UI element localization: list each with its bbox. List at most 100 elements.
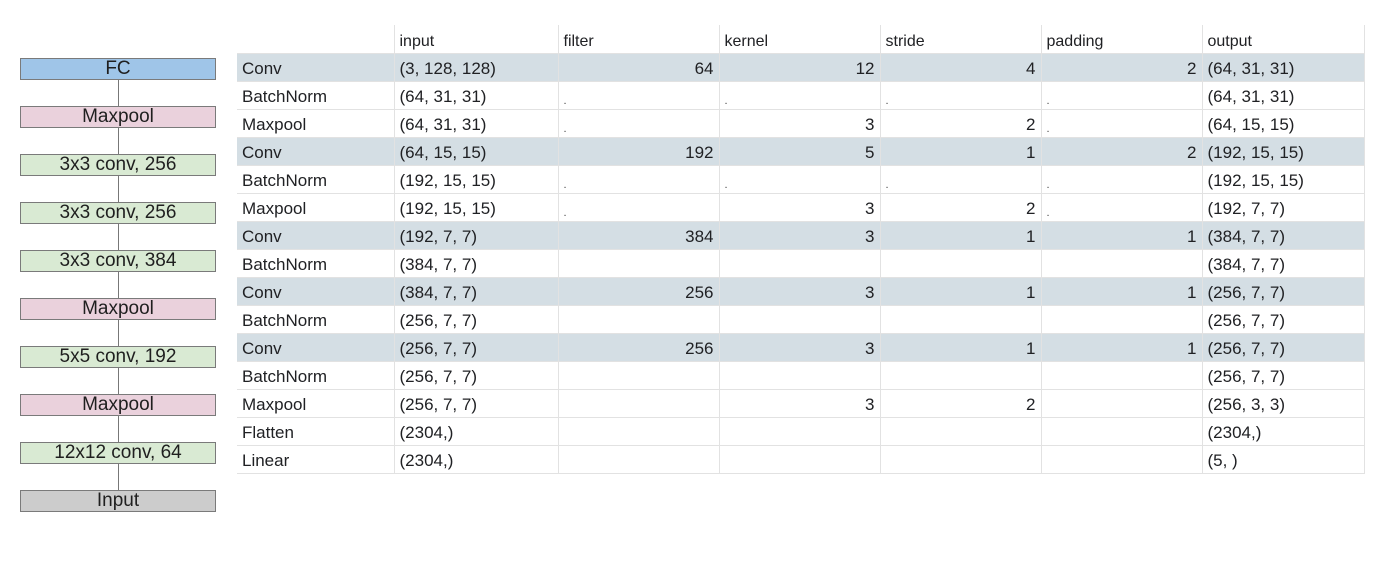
header-padding: padding [1041,25,1203,54]
diagram-block-3x3-conv-256: 3x3 conv, 256 [20,202,216,224]
cell-filter: . [558,81,720,110]
cell-kernel: . [719,81,881,110]
cell-stride: 2 [880,193,1042,222]
cell-output: (64, 31, 31) [1201,53,1365,82]
cell-stride: 2 [880,389,1042,418]
cell-layer: BatchNorm [237,249,395,278]
diagram-block-5x5-conv-192: 5x5 conv, 192 [20,346,216,368]
cell-filter: 192 [558,137,720,166]
cell-filter: . [558,165,720,194]
table-row: BatchNorm (192, 15, 15).... (192, 15, 15) [237,165,1365,194]
cell-stride: . [880,81,1042,110]
cell-layer: Conv [237,221,395,250]
cell-padding [1041,249,1203,278]
cell-layer: BatchNorm [237,361,395,390]
cell-layer: Conv [237,53,395,82]
table-row: Conv (64, 15, 15) 192 5 1 2 (192, 15, 15) [237,137,1365,166]
cell-kernel [719,361,881,390]
cell-output: (64, 15, 15) [1201,109,1365,138]
cell-stride [880,305,1042,334]
table-row: Conv (256, 7, 7) 256 3 1 1 (256, 7, 7) [237,333,1365,362]
cell-layer: BatchNorm [237,165,395,194]
table-row: Conv (384, 7, 7) 256 3 1 1 (256, 7, 7) [237,277,1365,306]
cell-padding [1041,445,1203,474]
cell-padding: 1 [1041,277,1203,306]
table-body: Conv (3, 128, 128) 64 12 4 2 (64, 31, 31) Batch… [237,53,1365,474]
cell-input: (3, 128, 128) [393,53,559,82]
cell-layer: Flatten [237,417,395,446]
cell-input: (192, 7, 7) [393,221,559,250]
cell-stride: 1 [880,333,1042,362]
cell-output: (256, 7, 7) [1201,277,1365,306]
cell-filter: 256 [558,333,720,362]
cell-kernel: 3 [719,389,881,418]
cell-kernel [719,417,881,446]
cell-filter: 384 [558,221,720,250]
cell-kernel: 3 [719,221,881,250]
cell-padding: 1 [1041,333,1203,362]
cell-stride: 1 [880,137,1042,166]
architecture-diagram: FC Maxpool 3x3 conv, 256 3x3 conv, 256 3x3 c… [0,0,230,574]
cell-layer: Maxpool [237,193,395,222]
cell-output: (256, 7, 7) [1201,305,1365,334]
diagram-block-maxpool: Maxpool [20,106,216,128]
cell-filter: . [558,109,720,138]
cell-filter [558,249,720,278]
cell-padding: . [1041,81,1203,110]
cell-kernel: 12 [719,53,881,82]
cell-input: (256, 7, 7) [393,305,559,334]
cell-layer: Maxpool [237,389,395,418]
cell-layer: Conv [237,137,395,166]
cell-input: (256, 7, 7) [393,333,559,362]
layer-table: input filter kernel stride padding outpu… [237,25,1365,474]
cell-stride: 4 [880,53,1042,82]
cell-output: (192, 15, 15) [1201,165,1365,194]
cell-input: (64, 31, 31) [393,81,559,110]
cell-filter [558,417,720,446]
table-row: Maxpool (64, 31, 31). 3 2. (64, 15, 15) [237,109,1365,138]
cell-kernel [719,249,881,278]
cell-output: (256, 7, 7) [1201,333,1365,362]
table-row: Maxpool (256, 7, 7) 3 2 (256, 3, 3) [237,389,1365,418]
cell-input: (384, 7, 7) [393,249,559,278]
cell-kernel [719,305,881,334]
cell-stride [880,361,1042,390]
cell-padding [1041,305,1203,334]
cell-layer: Maxpool [237,109,395,138]
table-row: Flatten (2304,) (2304,) [237,417,1365,446]
cell-kernel: 3 [719,277,881,306]
cell-padding [1041,417,1203,446]
diagram-block-input: Input [20,490,216,512]
cell-output: (2304,) [1201,417,1365,446]
header-filter: filter [558,25,720,54]
cell-input: (192, 15, 15) [393,165,559,194]
cell-stride: . [880,165,1042,194]
cell-stride: 1 [880,277,1042,306]
cell-layer: Linear [237,445,395,474]
cell-filter: . [558,193,720,222]
diagram-block-maxpool: Maxpool [20,298,216,320]
cell-filter: 256 [558,277,720,306]
cell-input: (2304,) [393,445,559,474]
cell-stride [880,249,1042,278]
header-input: input [393,25,559,54]
header-layer [237,25,395,54]
table-row: Conv (3, 128, 128) 64 12 4 2 (64, 31, 31) [237,53,1365,82]
cell-output: (192, 7, 7) [1201,193,1365,222]
cell-padding: 2 [1041,53,1203,82]
cell-kernel: 5 [719,137,881,166]
cell-padding: . [1041,165,1203,194]
cell-stride: 1 [880,221,1042,250]
cell-input: (64, 15, 15) [393,137,559,166]
cell-kernel: . [719,165,881,194]
cell-filter [558,305,720,334]
table-header-row: input filter kernel stride padding outpu… [237,25,1365,54]
cell-output: (192, 15, 15) [1201,137,1365,166]
cell-input: (2304,) [393,417,559,446]
cell-layer: BatchNorm [237,305,395,334]
table-row: BatchNorm (384, 7, 7) (384, 7, 7) [237,249,1365,278]
cell-padding [1041,389,1203,418]
table-row: Conv (192, 7, 7) 384 3 1 1 (384, 7, 7) [237,221,1365,250]
cell-padding: 1 [1041,221,1203,250]
cell-input: (256, 7, 7) [393,389,559,418]
